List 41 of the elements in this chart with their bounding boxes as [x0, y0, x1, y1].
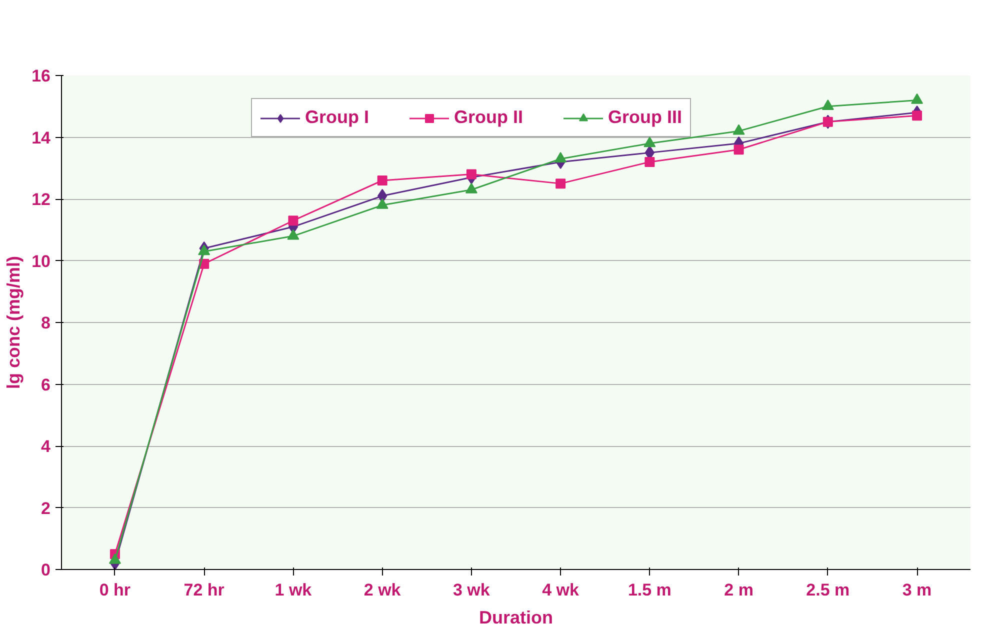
point	[288, 216, 298, 226]
point	[287, 229, 300, 240]
x-tick-label: 1.5 m	[628, 580, 672, 600]
y-axis-title: lg conc (mg/ml)	[4, 256, 24, 389]
point	[822, 100, 834, 110]
point	[911, 93, 924, 104]
legend-label: Group II	[454, 107, 523, 128]
point	[465, 182, 478, 194]
x-tick-label: 3 wk	[453, 580, 490, 600]
x-tick-label: 72 hr	[184, 580, 225, 600]
y-tick-label: 2	[41, 498, 51, 518]
point	[734, 144, 744, 155]
y-tick-label: 16	[32, 66, 51, 86]
point	[376, 198, 388, 209]
y-tick-label: 6	[41, 375, 51, 394]
point	[912, 110, 922, 121]
legend-label: Group I	[305, 107, 369, 128]
x-tick-label: 1 wk	[274, 580, 312, 600]
x-tick-label: 2 wk	[364, 580, 402, 600]
point	[466, 169, 476, 180]
x-tick-label: 2.5 m	[806, 580, 850, 600]
y-tick-label: 4	[41, 437, 52, 456]
x-tick-label: 3 m	[902, 580, 932, 600]
point	[377, 175, 388, 186]
y-tick-label: 12	[32, 190, 51, 209]
x-tick-label: 4 wk	[542, 580, 580, 600]
y-tick-label: 14	[32, 128, 52, 148]
point	[198, 244, 210, 256]
point	[556, 178, 566, 189]
x-axis-title: Duration	[479, 608, 553, 628]
point	[732, 124, 745, 135]
legend-label: Group III	[608, 107, 682, 128]
point	[554, 152, 567, 163]
y-tick-label: 10	[32, 252, 51, 271]
point	[644, 136, 656, 148]
x-tick-label: 0 hr	[99, 580, 131, 600]
x-tick-label: 2 m	[724, 580, 754, 600]
point	[108, 553, 121, 564]
y-tick-label: 0	[41, 560, 51, 580]
y-tick-label: 8	[41, 314, 51, 332]
point	[644, 156, 655, 167]
